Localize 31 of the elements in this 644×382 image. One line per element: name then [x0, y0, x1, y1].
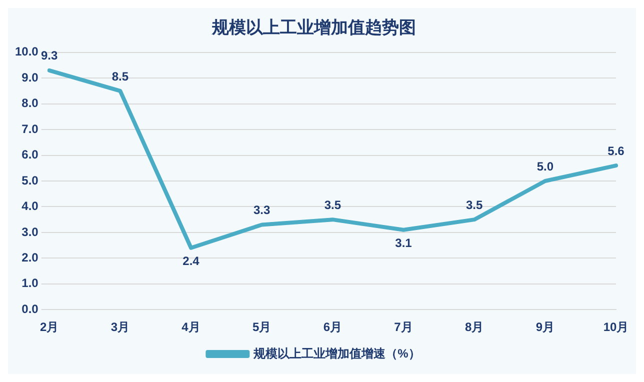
y-tick-label: 5.0	[22, 173, 39, 188]
x-tick-label: 10月	[603, 320, 629, 334]
x-tick-label: 3月	[110, 320, 130, 334]
y-tick-label: 8.0	[22, 96, 39, 110]
data-label: 5.6	[608, 144, 625, 158]
data-label: 3.3	[254, 203, 271, 218]
chart-title: 规模以上工业增加值趋势图	[211, 18, 416, 37]
data-label: 3.1	[395, 236, 412, 250]
data-label: 8.5	[112, 69, 129, 84]
y-tick-label: 7.0	[22, 122, 39, 136]
x-tick-label: 9月	[536, 320, 555, 334]
data-label: 3.5	[466, 198, 484, 212]
legend-label: 规模以上工业增加值增速（%）	[252, 346, 420, 360]
x-tick-label: 6月	[323, 320, 342, 334]
y-tick-label: 9.0	[22, 70, 39, 84]
x-tick-label: 7月	[394, 320, 413, 334]
y-tick-label: 3.0	[22, 224, 39, 239]
x-tick-label: 2月	[40, 320, 59, 334]
y-tick-label: 2.0	[22, 250, 39, 264]
x-tick-label: 5月	[252, 320, 272, 334]
data-label: 2.4	[182, 254, 200, 268]
y-tick-label: 4.0	[22, 199, 39, 214]
data-label: 9.3	[41, 48, 58, 63]
data-label: 3.5	[324, 198, 342, 212]
y-tick-label: 10.0	[14, 44, 39, 59]
x-tick-label: 4月	[182, 320, 200, 334]
y-tick-label: 6.0	[22, 148, 39, 162]
data-label: 5.0	[536, 159, 554, 174]
y-tick-label: 1.0	[22, 276, 39, 290]
y-tick-label: 0.0	[22, 302, 39, 316]
x-tick-label: 8月	[464, 320, 484, 334]
